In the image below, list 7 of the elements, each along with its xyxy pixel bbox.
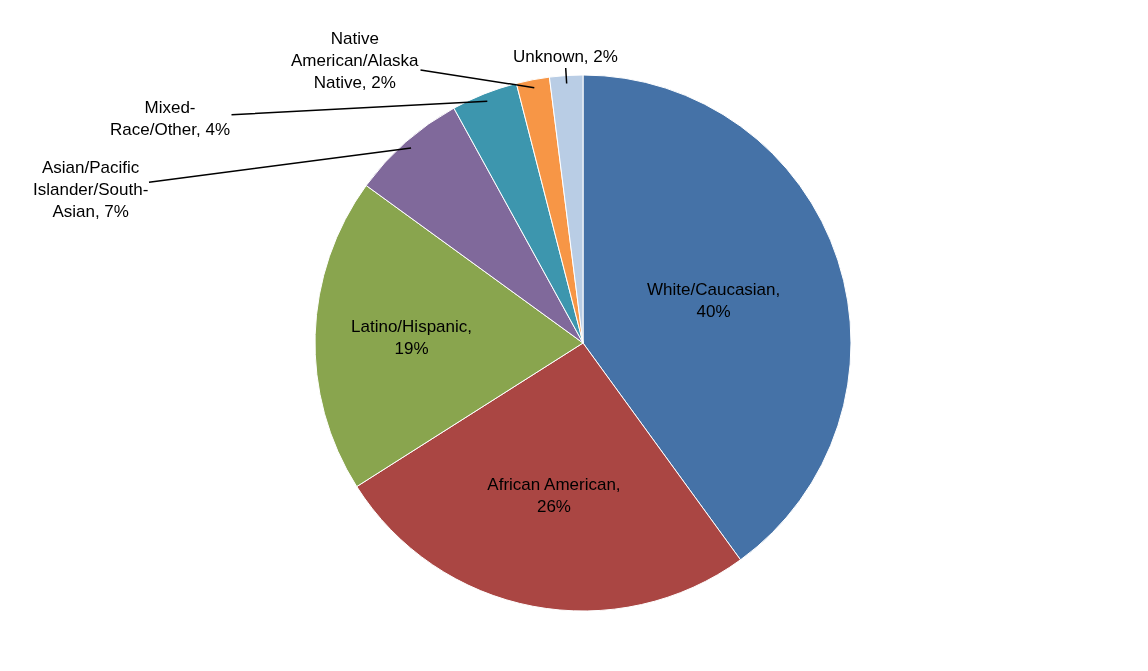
slice-label: Latino/Hispanic, 19% — [351, 317, 472, 359]
slice-label: African American, 26% — [487, 474, 621, 516]
slice-label: White/Caucasian, 40% — [647, 280, 781, 322]
slice-label: Unknown, 2% — [513, 47, 618, 66]
slice-label: Asian/Pacific Islander/South-Asian, 7% — [33, 158, 149, 222]
slice-label: Mixed-Race/Other, 4% — [110, 98, 231, 140]
slice-label: Native American/Alaska Native, 2% — [291, 29, 420, 93]
